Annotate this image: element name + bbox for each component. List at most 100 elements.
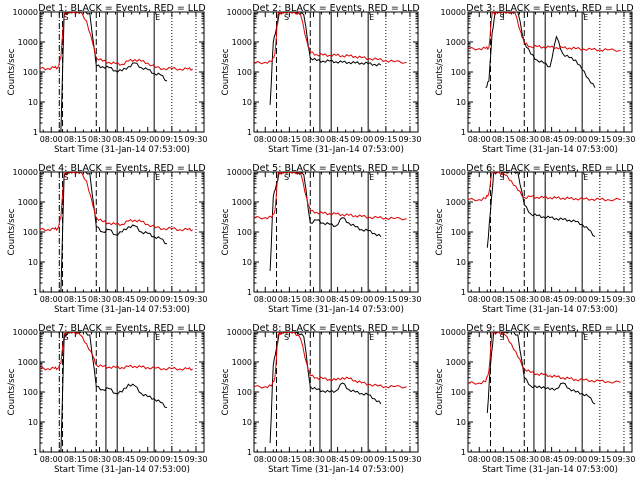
y-tick-label: 1000 — [232, 198, 252, 207]
x-tick-label: 08:00 — [468, 135, 491, 144]
marker-label-s: S — [284, 333, 289, 342]
x-axis-label: Start Time (31-Jan-14 07:53:00) — [482, 465, 618, 475]
series-line-events — [486, 332, 596, 414]
series-line-lld — [254, 332, 407, 389]
x-tick-label: 09:00 — [564, 295, 587, 304]
series-line-lld — [254, 12, 407, 65]
x-tick-label: 08:30 — [516, 295, 539, 304]
y-tick-label: 1000 — [18, 358, 38, 367]
y-tick-label: 100 — [237, 388, 252, 397]
x-tick-label: 08:45 — [326, 135, 349, 144]
panel-title: Det 7: BLACK = Events, RED = LLD — [38, 323, 205, 334]
series-line-events — [485, 12, 596, 89]
y-axis-label: Counts/sec — [435, 208, 445, 255]
y-axis-label: Counts/sec — [221, 208, 231, 255]
series-line-lld — [468, 332, 621, 385]
x-tick-label: 08:15 — [278, 295, 301, 304]
x-tick-label: 08:00 — [254, 295, 277, 304]
marker-label-s: S — [64, 13, 69, 22]
y-tick-label: 10000 — [227, 168, 252, 177]
panel-det-8: Det 8: BLACK = Events, RED = LLD 1 10 100 10… — [221, 323, 421, 475]
y-tick-label: 1 — [33, 288, 38, 297]
panel-title: Det 6: BLACK = Events, RED = LLD — [466, 163, 633, 174]
y-tick-label: 100 — [237, 68, 252, 77]
x-tick-label: 08:45 — [540, 295, 563, 304]
x-tick-label: 09:00 — [136, 135, 159, 144]
x-tick-label: 09:00 — [564, 455, 587, 464]
marker-label-s: S — [284, 173, 289, 182]
y-tick-label: 1 — [461, 288, 466, 297]
x-tick-label: 09:15 — [374, 295, 397, 304]
x-tick-label: 08:15 — [278, 455, 301, 464]
x-tick-label: 08:30 — [516, 455, 539, 464]
x-tick-label: 09:15 — [374, 135, 397, 144]
panel-det-3: Det 3: BLACK = Events, RED = LLD 1 10 100 10… — [435, 3, 635, 155]
panel-det-2: Det 2: BLACK = Events, RED = LLD 1 10 100 10… — [221, 3, 421, 155]
series-line-events — [54, 12, 168, 132]
x-tick-label: 08:15 — [64, 455, 87, 464]
x-tick-label: 08:15 — [64, 295, 87, 304]
y-tick-label: 10 — [456, 418, 466, 427]
x-tick-label: 08:00 — [40, 295, 63, 304]
x-tick-label: 08:15 — [492, 135, 515, 144]
y-tick-label: 10 — [28, 98, 38, 107]
x-tick-label: 08:45 — [540, 135, 563, 144]
series-line-events — [54, 332, 168, 452]
marker-label-e: E — [155, 173, 160, 182]
x-tick-label: 08:30 — [302, 295, 325, 304]
series-line-lld — [40, 12, 193, 72]
x-tick-label: 08:30 — [88, 455, 111, 464]
y-tick-label: 10 — [242, 98, 252, 107]
y-tick-label: 100 — [23, 68, 38, 77]
plot-frame — [253, 331, 419, 453]
x-tick-label: 09:15 — [588, 135, 611, 144]
plot-frame — [39, 11, 205, 133]
marker-label-s: S — [500, 13, 505, 22]
marker-label-s: S — [500, 173, 505, 182]
x-tick-label: 09:15 — [160, 295, 183, 304]
x-tick-label: 09:30 — [184, 295, 207, 304]
series-line-lld — [468, 12, 621, 52]
y-tick-label: 100 — [451, 388, 466, 397]
series-line-lld — [40, 332, 193, 371]
x-tick-label: 08:30 — [302, 135, 325, 144]
y-tick-label: 1000 — [446, 198, 466, 207]
x-tick-label: 08:30 — [88, 135, 111, 144]
x-axis-label: Start Time (31-Jan-14 07:53:00) — [268, 145, 404, 155]
marker-label-e: E — [583, 173, 588, 182]
panel-det-4: Det 4: BLACK = Events, RED = LLD 1 10 100 10… — [7, 163, 207, 315]
x-tick-label: 08:00 — [254, 455, 277, 464]
y-tick-label: 10 — [242, 418, 252, 427]
y-tick-label: 10000 — [441, 168, 466, 177]
x-tick-label: 08:00 — [40, 135, 63, 144]
marker-label-s: S — [64, 173, 69, 182]
x-axis-label: Start Time (31-Jan-14 07:53:00) — [54, 145, 190, 155]
x-tick-label: 09:15 — [160, 455, 183, 464]
x-tick-label: 09:00 — [564, 135, 587, 144]
x-tick-label: 08:15 — [492, 455, 515, 464]
x-axis-label: Start Time (31-Jan-14 07:53:00) — [268, 305, 404, 315]
x-tick-label: 09:00 — [350, 295, 373, 304]
y-axis-label: Counts/sec — [7, 208, 17, 255]
y-axis-label: Counts/sec — [221, 368, 231, 415]
y-tick-label: 10 — [28, 258, 38, 267]
marker-label-e: E — [155, 13, 160, 22]
x-tick-label: 08:30 — [88, 295, 111, 304]
x-tick-label: 09:00 — [350, 135, 373, 144]
x-tick-label: 08:30 — [516, 135, 539, 144]
x-tick-label: 08:00 — [468, 295, 491, 304]
y-axis-label: Counts/sec — [435, 368, 445, 415]
y-tick-label: 10 — [242, 258, 252, 267]
plot-frame — [253, 171, 419, 293]
x-tick-label: 08:45 — [326, 455, 349, 464]
y-tick-label: 10 — [456, 258, 466, 267]
y-tick-label: 10000 — [227, 8, 252, 17]
x-tick-label: 09:30 — [398, 295, 421, 304]
x-tick-label: 08:15 — [278, 135, 301, 144]
series-line-events — [269, 332, 382, 444]
panel-title: Det 3: BLACK = Events, RED = LLD — [466, 3, 633, 14]
y-axis-label: Counts/sec — [435, 48, 445, 95]
x-tick-label: 08:00 — [40, 455, 63, 464]
y-tick-label: 1 — [247, 128, 252, 137]
x-tick-label: 09:30 — [612, 455, 635, 464]
